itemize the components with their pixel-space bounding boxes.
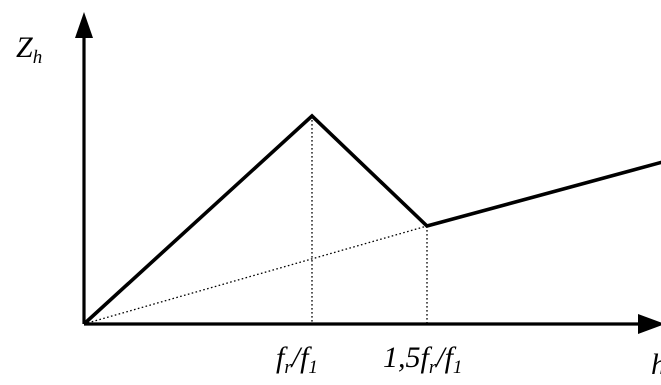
x-tick-label-fr: fr/f1 <box>276 341 318 378</box>
x-tick-1-5fr-sub1: r <box>429 357 437 378</box>
y-axis-arrowhead <box>75 12 93 38</box>
x-axis-label: h <box>651 348 661 381</box>
x-tick-fr-sub1: r <box>284 357 292 378</box>
x-tick-1-5fr-mid: /f <box>434 341 456 374</box>
x-tick-1-5fr-pre: 1,5f <box>383 341 433 374</box>
dotted-reference-line <box>83 225 428 325</box>
y-axis-label-main: Z <box>16 31 33 64</box>
x-tick-label-1-5fr: 1,5fr/f1 <box>383 341 462 378</box>
x-axis-arrowhead <box>638 314 661 334</box>
x-tick-1-5fr-sub2: 1 <box>453 357 463 378</box>
y-axis-label: Zh <box>16 31 42 68</box>
y-axis-label-sub: h <box>33 47 43 68</box>
x-tick-fr-mid: /f <box>290 341 312 374</box>
x-tick-fr-sub2: 1 <box>308 357 318 378</box>
impedance-curve <box>82 113 661 326</box>
